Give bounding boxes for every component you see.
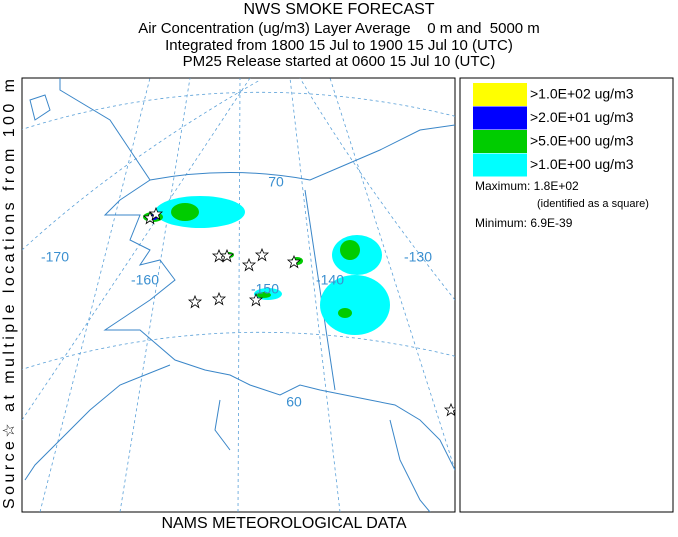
legend-swatch bbox=[473, 106, 527, 130]
graticule bbox=[22, 78, 455, 512]
subtitle: Integrated from 1800 15 Jul to 1900 15 J… bbox=[165, 37, 513, 54]
map-labels: 70 -170 -160 -150 -140 -130 60 bbox=[41, 174, 432, 410]
lon-label: -160 bbox=[131, 272, 159, 288]
title: NWS SMOKE FORECAST bbox=[243, 1, 434, 18]
map: 70 -170 -160 -150 -140 -130 60 bbox=[22, 78, 455, 512]
legend-swatch bbox=[473, 83, 527, 106]
coastline bbox=[24, 78, 455, 512]
maximum-note: (identified as a square) bbox=[537, 198, 649, 210]
smoke-plumes bbox=[143, 196, 390, 335]
legend-label: >5.0E+00 ug/m3 bbox=[530, 133, 634, 149]
subtitle: Air Concentration (ug/m3) Layer Average … bbox=[138, 20, 540, 37]
lat-label: 70 bbox=[268, 174, 284, 190]
lat-label: 60 bbox=[286, 394, 302, 410]
legend: >1.0E+02 ug/m3 >2.0E+01 ug/m3 >5.0E+00 ug/… bbox=[473, 83, 634, 177]
lon-label: -140 bbox=[316, 272, 344, 288]
legend-swatch bbox=[473, 130, 527, 153]
lon-label: -150 bbox=[251, 281, 279, 297]
legend-label: >2.0E+01 ug/m3 bbox=[530, 109, 634, 125]
legend-label: >1.0E+00 ug/m3 bbox=[530, 156, 634, 172]
subtitle: PM25 Release started at 0600 15 Jul 10 (… bbox=[183, 53, 496, 70]
minimum: Minimum: 6.9E-39 bbox=[475, 216, 573, 230]
lon-label: -130 bbox=[404, 249, 432, 265]
lon-label: -170 bbox=[41, 249, 69, 265]
side-label: Source☆ at multiple locations from 100 m bbox=[1, 79, 18, 509]
map-frame bbox=[21, 77, 456, 513]
legend-label: >1.0E+02 ug/m3 bbox=[530, 86, 634, 102]
maximum: Maximum: 1.8E+02 bbox=[475, 179, 579, 193]
legend-swatch bbox=[473, 153, 527, 177]
footer: NAMS METEOROLOGICAL DATA bbox=[161, 515, 406, 532]
